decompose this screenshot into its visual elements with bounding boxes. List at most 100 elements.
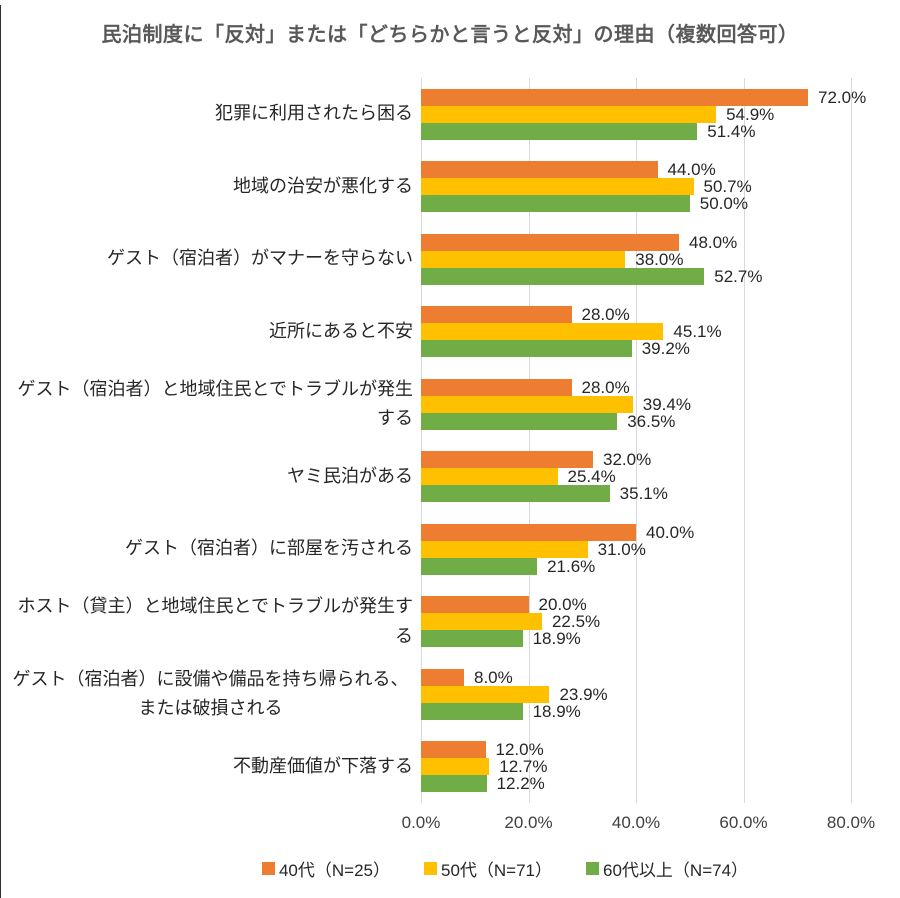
legend-item: 40代（N=25） <box>261 856 390 881</box>
value-label: 21.6% <box>547 556 596 576</box>
x-axis-tick-label: 20.0% <box>504 813 553 832</box>
legend-label: 60代以上（N=74） <box>603 861 749 880</box>
value-label: 23.9% <box>559 684 608 704</box>
value-label: 12.0% <box>495 740 544 760</box>
legend-label: 50代（N=71） <box>440 861 553 880</box>
plot-area: 72.0% 54.9% 51.4% 44.0% 50.7% 50.0% 48.0% 38.0%… <box>421 78 866 803</box>
bar <box>421 523 636 541</box>
legend-swatch <box>261 862 275 875</box>
chart-title: 民泊制度に「反対」または「どちらかと言うと反対」の理由（複数回答可） <box>101 24 799 46</box>
x-axis-tick-label: 80.0% <box>826 813 876 832</box>
category-label: 不動産価値が下落する <box>233 755 413 776</box>
value-label: 18.9% <box>532 701 581 721</box>
value-label: 12.2% <box>496 774 545 794</box>
x-axis: 0.0% 20.0% 40.0% 60.0% 80.0% <box>0 813 900 835</box>
bar <box>421 412 618 430</box>
value-label: 32.0% <box>603 450 652 470</box>
value-label: 12.7% <box>499 757 548 777</box>
x-axis-tick-label: 0.0% <box>401 813 441 832</box>
value-label: 38.0% <box>635 249 684 269</box>
bar <box>421 613 542 631</box>
bar <box>421 395 633 413</box>
bar <box>421 250 626 268</box>
bar <box>421 451 593 469</box>
bar <box>421 105 717 123</box>
value-label: 52.7% <box>714 266 763 286</box>
gridline <box>636 78 637 803</box>
bar-group: 32.0% 25.4% 35.1% <box>421 441 852 514</box>
bar <box>421 702 523 720</box>
bar-group: 72.0% 54.9% 51.4% <box>421 78 866 151</box>
left-border-line <box>0 5 1 898</box>
bar <box>421 468 558 486</box>
value-label: 8.0% <box>474 667 513 687</box>
bar-group: 20.0% 22.5% 18.9% <box>421 586 852 659</box>
bar <box>421 122 698 140</box>
bar <box>421 306 572 324</box>
bar <box>421 540 588 558</box>
bar <box>421 596 529 614</box>
x-axis-tick-label: 60.0% <box>719 813 768 832</box>
bar <box>421 668 464 686</box>
value-label: 50.0% <box>699 194 748 214</box>
value-label: 48.0% <box>689 232 738 252</box>
value-label: 39.2% <box>641 339 690 359</box>
value-label: 54.9% <box>726 104 775 124</box>
gridline <box>421 78 422 803</box>
value-label: 35.1% <box>619 484 668 504</box>
bar <box>421 267 705 285</box>
bar <box>421 161 658 179</box>
legend-swatch <box>586 862 600 875</box>
value-label: 28.0% <box>581 305 630 325</box>
category-label: ゲスト（宿泊者）と地域住民とでトラブルが発生する <box>17 378 413 429</box>
bar <box>421 775 487 793</box>
category-label: 地域の治安が悪化する <box>233 175 413 196</box>
legend-swatch <box>423 862 437 875</box>
bar <box>421 758 490 776</box>
bar <box>421 685 550 703</box>
category-label: ゲスト（宿泊者）に部屋を汚される <box>125 538 413 559</box>
bar <box>421 88 808 106</box>
value-label: 50.7% <box>703 177 752 197</box>
bar <box>421 557 538 575</box>
category-label: 犯罪に利用されたら困る <box>215 103 413 124</box>
value-label: 44.0% <box>667 160 716 180</box>
value-label: 51.4% <box>707 121 756 141</box>
value-label: 22.5% <box>551 612 601 632</box>
bar-group: 40.0% 31.0% 21.6% <box>421 513 852 586</box>
value-label: 20.0% <box>538 595 587 615</box>
value-label: 72.0% <box>818 87 867 107</box>
category-label: ゲスト（宿泊者）に設備や備品を持ち帰られる、 または破損される <box>12 668 409 719</box>
bar-group: 44.0% 50.7% 50.0% <box>421 151 852 224</box>
value-label: 31.0% <box>597 539 646 559</box>
bar-group: 28.0% 39.4% 36.5% <box>421 368 852 441</box>
bar-group: 48.0% 38.0% 52.7% <box>421 223 852 296</box>
legend-label: 40代（N=25） <box>278 861 390 880</box>
value-label: 39.4% <box>642 394 691 414</box>
category-label: ヤミ民泊がある <box>287 465 413 486</box>
value-label: 25.4% <box>567 467 616 487</box>
x-axis-tick-label: 40.0% <box>611 813 661 832</box>
value-label: 40.0% <box>646 522 695 542</box>
category-label: ゲスト（宿泊者）がマナーを守らない <box>107 248 413 269</box>
value-label: 36.5% <box>627 411 676 431</box>
gridline <box>528 78 530 803</box>
bar <box>421 178 694 196</box>
bar <box>421 741 486 759</box>
bar-group: 28.0% 45.1% 39.2% <box>421 296 852 369</box>
bar <box>421 323 664 341</box>
legend: 40代（N=25） 50代（N=71） 60代以上（N=74） <box>110 856 900 881</box>
bar <box>421 378 572 396</box>
legend-item: 50代（N=71） <box>423 856 553 881</box>
bar <box>421 195 690 213</box>
bar <box>421 485 610 503</box>
category-label: ホスト（貸主）と地域住民とでトラブルが発生する <box>17 596 413 646</box>
gridline <box>851 78 852 803</box>
legend-item: 60代以上（N=74） <box>586 856 748 881</box>
value-label: 18.9% <box>532 629 581 649</box>
value-label: 28.0% <box>581 377 630 397</box>
category-label: 近所にあると不安 <box>269 320 413 341</box>
bar <box>421 630 523 648</box>
bar <box>421 233 679 251</box>
